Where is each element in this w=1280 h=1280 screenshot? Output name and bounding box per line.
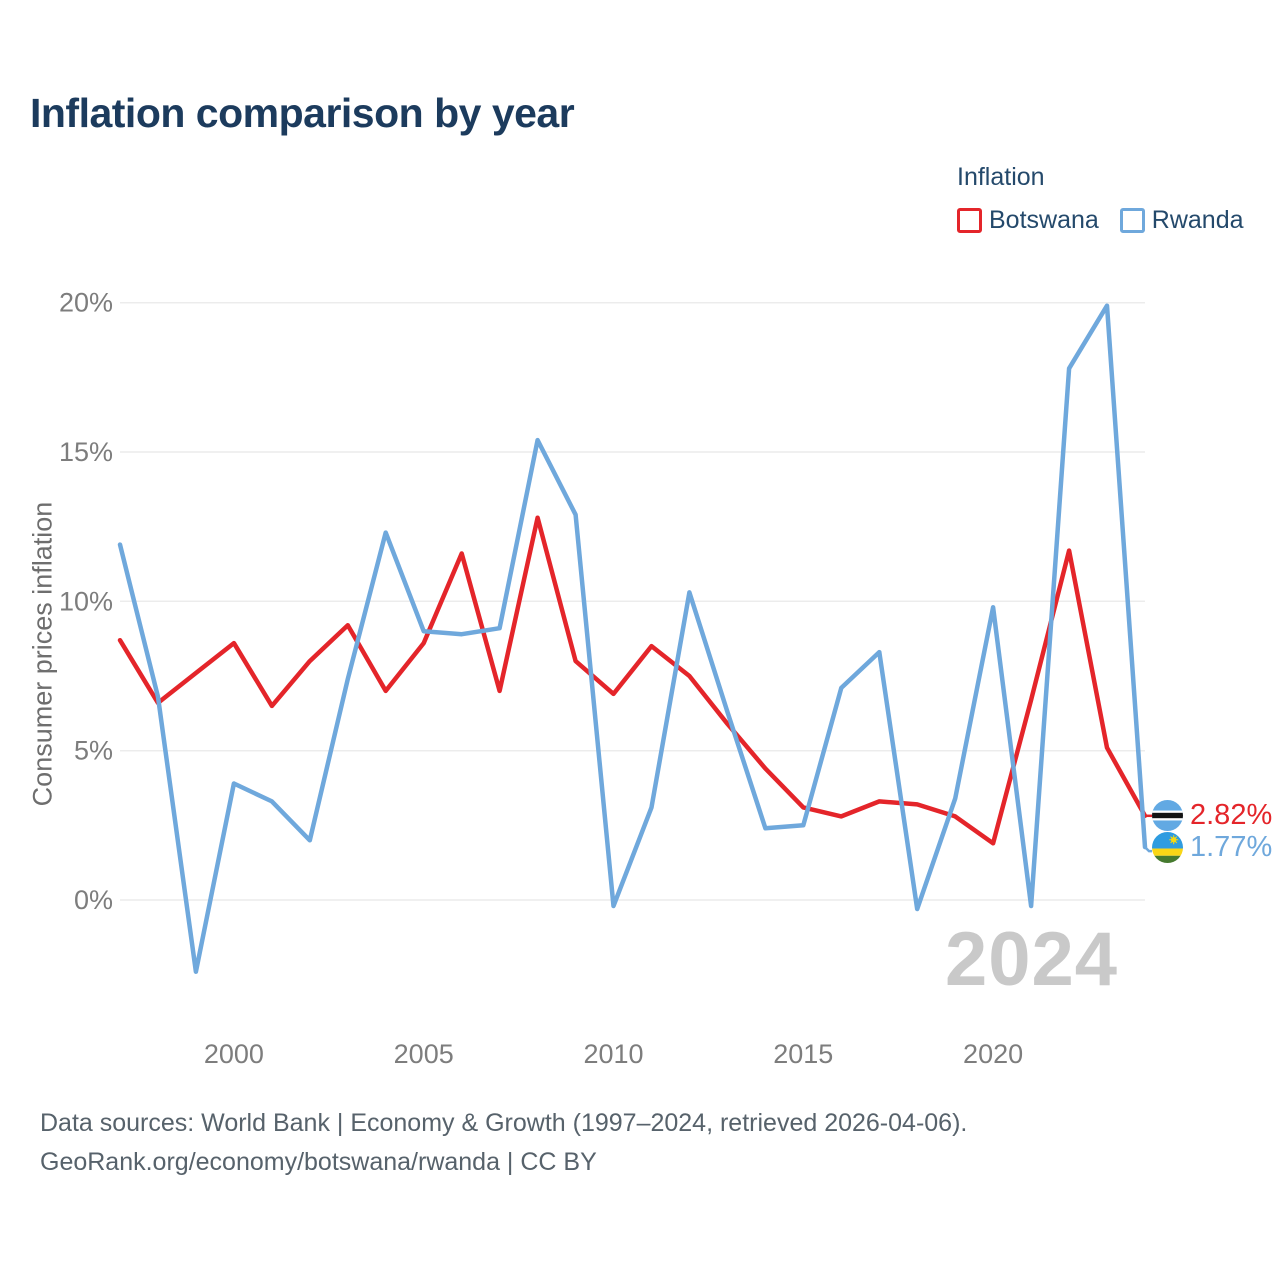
footer: Data sources: World Bank | Economy & Gro… — [40, 1104, 967, 1182]
end-labels: 2.82% 1.77% — [1152, 799, 1273, 864]
watermark-year: 2024 — [945, 917, 1119, 1002]
x-tick-labels: 2000 2005 2010 2015 2020 — [204, 1039, 1023, 1069]
end-label-botswana: 2.82% — [1152, 799, 1273, 831]
rwanda-flag-icon — [1152, 832, 1183, 863]
footer-sources: Data sources: World Bank | Economy & Gro… — [40, 1109, 968, 1137]
botswana-line — [117, 515, 1148, 846]
svg-text:5%: 5% — [74, 736, 113, 766]
svg-text:2020: 2020 — [963, 1039, 1023, 1069]
svg-text:0%: 0% — [74, 885, 113, 915]
page-title: Inflation comparison by year — [30, 90, 575, 136]
rwanda-line — [117, 303, 1148, 974]
svg-text:2000: 2000 — [204, 1039, 264, 1069]
svg-text:2005: 2005 — [394, 1039, 454, 1069]
legend: Inflation Botswana Rwanda — [957, 163, 1244, 235]
svg-text:2010: 2010 — [583, 1039, 643, 1069]
legend-item-botswana[interactable]: Botswana — [957, 206, 1099, 235]
legend-title: Inflation — [957, 163, 1045, 191]
legend-label-botswana: Botswana — [989, 206, 1099, 234]
y-tick-labels: 0% 5% 10% 15% 20% — [59, 288, 113, 915]
svg-text:10%: 10% — [59, 586, 113, 616]
svg-text:15%: 15% — [59, 437, 113, 467]
rwanda-end-value: 1.77% — [1190, 831, 1273, 863]
botswana-end-value: 2.82% — [1190, 799, 1273, 831]
gridlines — [120, 301, 1145, 901]
rwanda-label-connector — [1144, 846, 1152, 853]
legend-items: Botswana Rwanda — [957, 206, 1244, 235]
botswana-legend-swatch — [957, 208, 982, 233]
end-label-rwanda: 1.77% — [1152, 831, 1273, 863]
svg-text:2015: 2015 — [773, 1039, 833, 1069]
legend-item-rwanda[interactable]: Rwanda — [1119, 206, 1244, 235]
svg-text:20%: 20% — [59, 288, 113, 318]
rwanda-legend-swatch — [1119, 208, 1145, 233]
footer-attribution: GeoRank.org/economy/botswana/rwanda | CC… — [40, 1148, 597, 1176]
legend-label-rwanda: Rwanda — [1151, 206, 1244, 234]
botswana-flag-icon — [1152, 800, 1183, 831]
y-axis-title: Consumer prices inflation — [27, 501, 58, 807]
